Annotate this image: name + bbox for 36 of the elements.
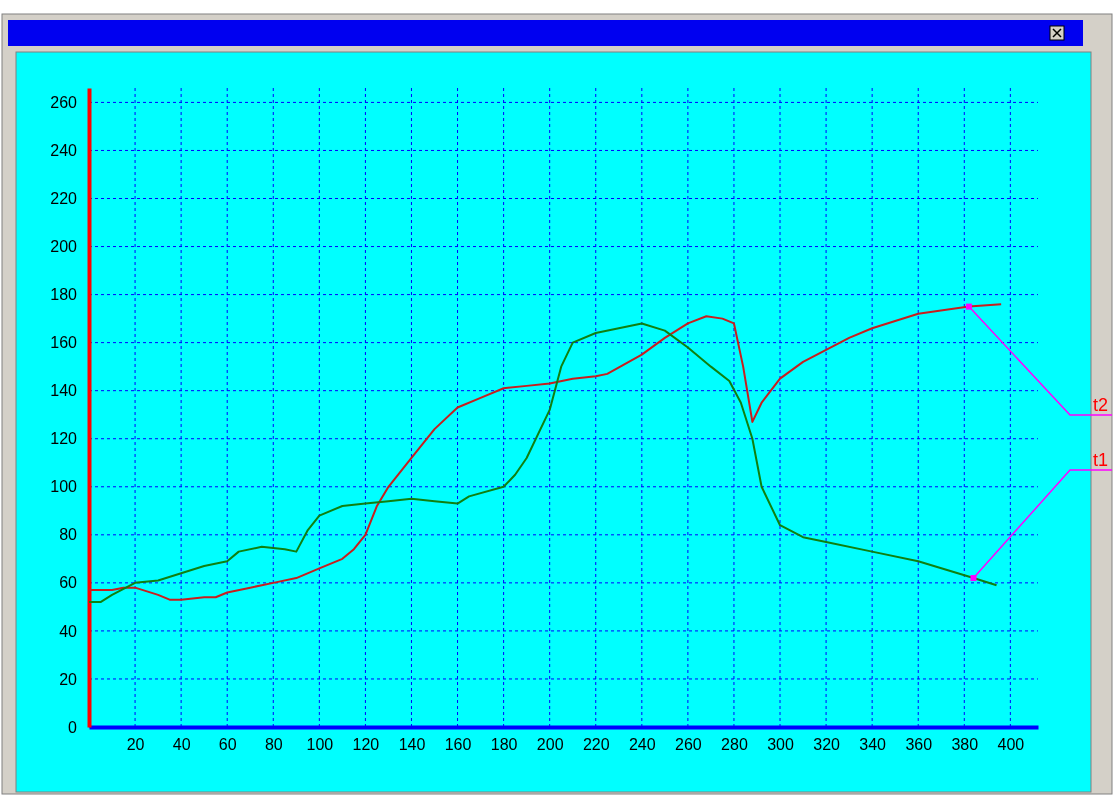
- x-tick-label: 240: [628, 736, 656, 754]
- y-tick-label: 60: [59, 574, 78, 592]
- y-tick-label: 200: [50, 238, 78, 256]
- y-tick-label: 160: [50, 334, 78, 352]
- y-tick-label: 140: [50, 382, 78, 400]
- x-tick-label: 300: [767, 736, 794, 754]
- y-tick-label: 40: [59, 622, 78, 640]
- text: t1: [1093, 450, 1109, 470]
- x-tick-label: 160: [444, 736, 472, 754]
- y-tick-label: 180: [50, 286, 78, 304]
- y-tick-label: 0: [68, 718, 78, 736]
- y-tick-label: 80: [59, 526, 78, 544]
- text: t2: [1093, 395, 1109, 415]
- y-tick-label: 20: [59, 670, 78, 688]
- x-tick-label: 360: [905, 736, 933, 754]
- x-tick-label: 120: [352, 736, 380, 754]
- x-tick-label: 20: [126, 736, 145, 754]
- x-tick-label: 140: [398, 736, 426, 754]
- y-tick-label: 240: [50, 142, 78, 160]
- x-tick-label: 200: [536, 736, 564, 754]
- y-tick-label: 100: [50, 478, 78, 496]
- y-tick-label: 220: [50, 190, 78, 208]
- x-tick-label: 340: [859, 736, 887, 754]
- x-tick-label: 260: [675, 736, 702, 754]
- y-tick-label: 260: [50, 94, 78, 112]
- x-tick-label: 60: [218, 736, 237, 754]
- x-tick-label: 40: [172, 736, 191, 754]
- x-tick-label: 380: [951, 736, 979, 754]
- y-tick-label: 120: [50, 430, 78, 448]
- x-tick-label: 280: [721, 736, 748, 754]
- x-tick-label: 320: [813, 736, 841, 754]
- x-tick-label: 100: [306, 736, 334, 754]
- x-tick-label: 400: [997, 736, 1025, 754]
- x-tick-label: 80: [264, 736, 283, 754]
- x-tick-label: 180: [490, 736, 518, 754]
- x-tick-label: 220: [582, 736, 610, 754]
